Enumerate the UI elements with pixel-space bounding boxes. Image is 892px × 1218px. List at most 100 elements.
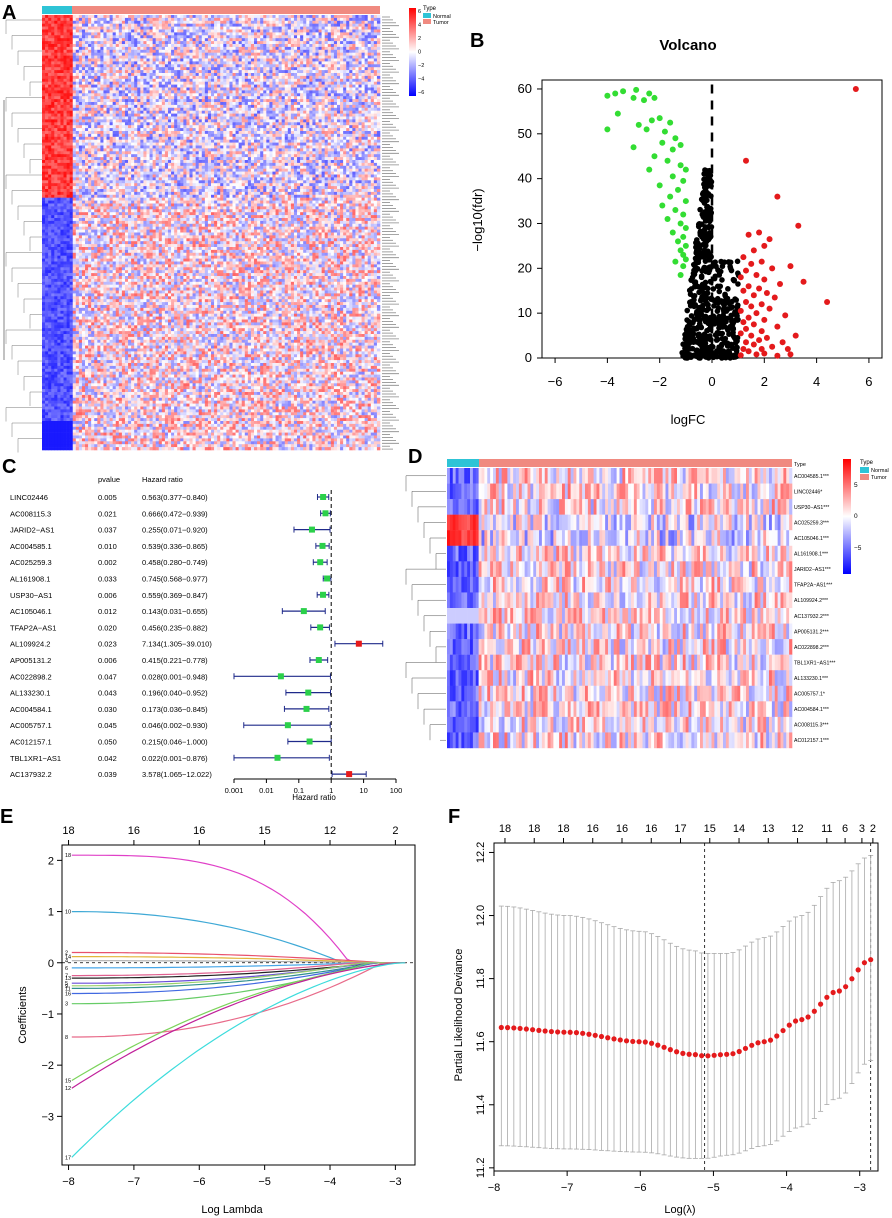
- heat-cell: [51, 20, 55, 24]
- heat-cell: [85, 52, 89, 56]
- heat-cell: [232, 38, 236, 42]
- heat-cell: [272, 102, 276, 106]
- heat-cell: [137, 99, 141, 103]
- heat-cell: [284, 67, 289, 71]
- heat-cell: [244, 84, 249, 88]
- heat-cell: [171, 107, 175, 111]
- heat-cell: [226, 20, 230, 24]
- heat-cell: [275, 104, 279, 109]
- heat-cell: [300, 81, 304, 85]
- heat-cell: [235, 73, 239, 77]
- heat-cell: [367, 90, 372, 94]
- heat-cell: [272, 58, 276, 62]
- heat-cell: [235, 131, 239, 135]
- heat-cell: [118, 38, 123, 42]
- heat-cell: [72, 107, 77, 111]
- heat-cell: [115, 67, 120, 71]
- heat-cell: [195, 23, 200, 27]
- heat-cell: [164, 96, 169, 100]
- heat-cell: [260, 102, 264, 106]
- panel-label-a: A: [2, 2, 16, 25]
- heat-cell: [214, 52, 218, 56]
- heat-cell: [312, 139, 316, 143]
- heat-cell: [312, 44, 316, 48]
- heat-cell: [211, 55, 215, 59]
- heat-cell: [140, 84, 144, 88]
- heat-cell: [42, 58, 46, 62]
- heat-cell: [303, 81, 307, 85]
- heat-cell: [312, 75, 316, 80]
- heat-cell: [174, 29, 178, 33]
- heat-cell: [343, 87, 347, 91]
- heat-cell: [244, 35, 249, 39]
- heat-cell: [161, 46, 166, 51]
- heat-cell: [370, 104, 375, 109]
- heat-cell: [158, 122, 163, 126]
- heat-cell: [300, 139, 304, 143]
- heat-cell: [171, 142, 175, 146]
- heat-cell: [143, 23, 147, 27]
- heat-cell: [364, 131, 369, 135]
- heat-cell: [229, 81, 233, 85]
- heat-cell: [146, 35, 150, 39]
- heat-cell: [247, 58, 252, 62]
- heat-cell: [103, 113, 107, 117]
- heat-cell: [60, 107, 64, 111]
- heat-cell: [376, 70, 381, 74]
- heat-cell: [85, 110, 89, 114]
- heat-cell: [238, 23, 243, 27]
- heat-cell: [112, 93, 117, 97]
- heat-cell: [232, 26, 236, 30]
- heat-cell: [106, 139, 110, 143]
- heat-cell: [220, 102, 224, 106]
- heat-cell: [192, 78, 196, 82]
- heat-cell: [211, 90, 215, 94]
- heat-cell: [149, 20, 153, 24]
- heat-cell: [300, 38, 304, 42]
- heat-cell: [91, 61, 95, 65]
- heat-cell: [94, 110, 98, 114]
- heat-cell: [269, 104, 273, 109]
- heat-cell: [220, 113, 224, 117]
- heat-cell: [186, 78, 190, 82]
- heat-cell: [303, 46, 307, 51]
- heat-cell: [192, 23, 196, 27]
- heat-cell: [303, 67, 307, 71]
- heat-cell: [217, 110, 221, 114]
- heat-cell: [81, 104, 86, 109]
- heat-cell: [81, 131, 86, 135]
- heat-cell: [290, 139, 295, 143]
- heat-cell: [189, 142, 193, 146]
- heat-cell: [211, 93, 215, 97]
- heat-cell: [118, 23, 123, 27]
- heat-cell: [220, 119, 224, 123]
- heat-cell: [333, 73, 338, 77]
- heat-cell: [346, 46, 350, 51]
- heat-cell: [66, 113, 70, 117]
- heat-cell: [45, 90, 49, 94]
- heat-cell: [189, 90, 193, 94]
- heat-cell: [370, 58, 375, 62]
- heat-cell: [349, 58, 353, 62]
- heat-cell: [217, 133, 221, 138]
- heat-cell: [223, 41, 227, 45]
- heat-cell: [300, 116, 304, 120]
- heat-cell: [275, 35, 279, 39]
- heat-cell: [155, 20, 160, 24]
- heat-cell: [349, 139, 353, 143]
- heat-cell: [81, 78, 86, 82]
- heat-cell: [57, 113, 61, 117]
- heat-cell: [306, 32, 310, 36]
- heat-cell: [211, 26, 215, 30]
- heat-cell: [146, 119, 150, 123]
- heat-cell: [297, 67, 301, 71]
- heat-cell: [238, 125, 243, 129]
- heat-cell: [97, 58, 101, 62]
- heat-cell: [278, 15, 282, 19]
- heat-cell: [303, 78, 307, 82]
- heat-cell: [257, 49, 261, 53]
- heat-cell: [303, 70, 307, 74]
- heat-cell: [306, 87, 310, 91]
- heat-cell: [134, 87, 138, 91]
- heat-cell: [250, 99, 255, 103]
